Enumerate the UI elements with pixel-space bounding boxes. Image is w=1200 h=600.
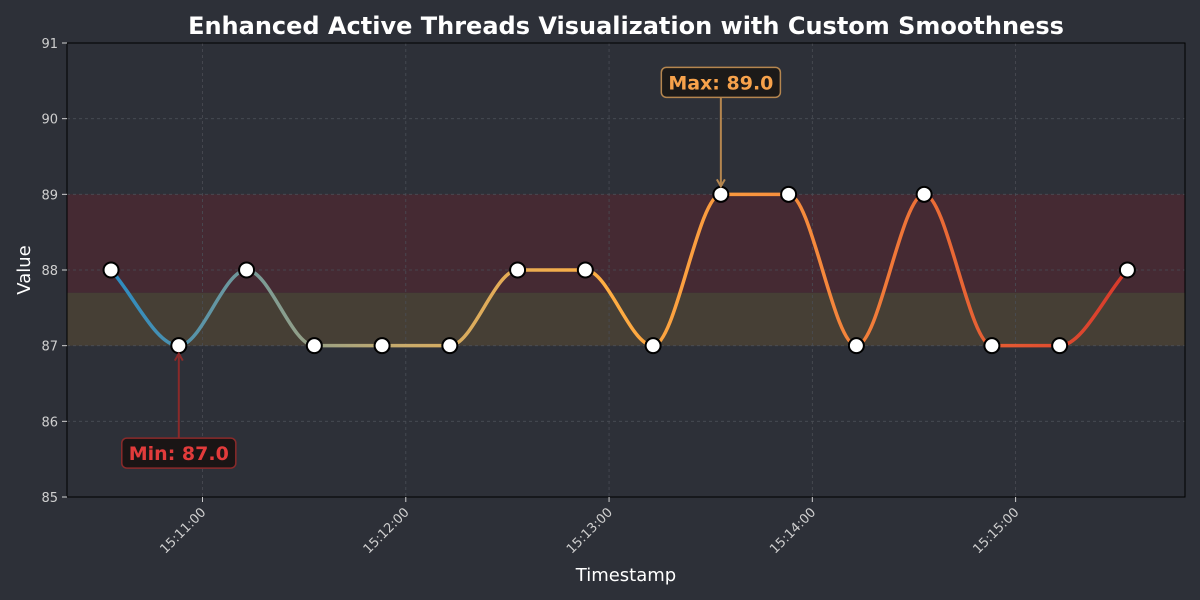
y-axis: 85 86 87 88 89 90 91: [41, 37, 67, 506]
chart-title: Enhanced Active Threads Visualization wi…: [188, 12, 1064, 40]
x-axis-label: Timestamp: [575, 565, 676, 586]
annotation-label: Min: 87.0: [129, 443, 229, 465]
annotation-arrowhead: [173, 351, 184, 362]
y-tick-label: 85: [41, 491, 58, 506]
y-tick-label: 88: [41, 264, 58, 279]
annotation-arrowhead: [715, 178, 726, 189]
data-point: [170, 337, 188, 355]
data-point: [983, 337, 1001, 355]
y-tick-label: 86: [41, 415, 58, 430]
data-point: [238, 261, 256, 279]
data-point: [576, 261, 594, 279]
annotation: Max: 89.0: [660, 66, 782, 189]
data-point: [712, 185, 730, 203]
data-point: [102, 261, 120, 279]
y-axis-label: Value: [14, 245, 35, 294]
annotations: Max: 89.0 Min: 87.0: [121, 66, 782, 469]
y-tick-label: 89: [41, 188, 58, 203]
y-tick-label: 87: [41, 340, 58, 355]
data-point: [1051, 337, 1069, 355]
annotation-box: [121, 437, 237, 469]
threshold-bands: [67, 194, 1185, 346]
y-tick-label: 90: [41, 113, 58, 128]
annotation: Min: 87.0: [121, 351, 237, 469]
data-point: [915, 185, 933, 203]
data-point: [780, 185, 798, 203]
annotation-box: [660, 66, 782, 99]
data-points: [102, 185, 1136, 355]
band: [67, 194, 1185, 293]
data-point: [1118, 261, 1136, 279]
data-point: [847, 337, 865, 355]
data-point: [305, 337, 323, 355]
data-point: [644, 337, 662, 355]
y-tick-label: 91: [41, 37, 58, 52]
data-point: [373, 337, 391, 355]
data-point: [441, 337, 459, 355]
data-point: [509, 261, 527, 279]
annotation-label: Max: 89.0: [668, 72, 773, 94]
